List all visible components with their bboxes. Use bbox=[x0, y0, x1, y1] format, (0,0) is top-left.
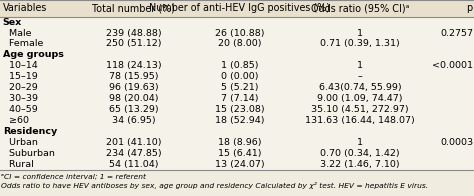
Text: 250 (51.12): 250 (51.12) bbox=[106, 39, 162, 48]
Text: 96 (19.63): 96 (19.63) bbox=[109, 83, 159, 92]
Bar bbox=[0, 60, 474, 71]
Text: 18 (52.94): 18 (52.94) bbox=[215, 116, 264, 125]
Text: 34 (6.95): 34 (6.95) bbox=[112, 116, 156, 125]
Text: 239 (48.88): 239 (48.88) bbox=[106, 29, 162, 38]
Text: 20–29: 20–29 bbox=[3, 83, 37, 92]
Text: 20 (8.00): 20 (8.00) bbox=[218, 39, 261, 48]
Text: 201 (41.10): 201 (41.10) bbox=[106, 138, 162, 147]
Text: 6.43(0.74, 55.99): 6.43(0.74, 55.99) bbox=[319, 83, 401, 92]
Text: 5 (5.21): 5 (5.21) bbox=[220, 83, 258, 92]
Bar bbox=[0, 148, 474, 159]
Bar bbox=[0, 115, 474, 126]
Text: Odds ratio to have HEV antiboses by sex, age group and residency Calculated by χ: Odds ratio to have HEV antiboses by sex,… bbox=[1, 182, 428, 189]
Text: 3.22 (1.46, 7.10): 3.22 (1.46, 7.10) bbox=[320, 160, 400, 169]
Text: 15–19: 15–19 bbox=[3, 72, 37, 81]
Text: 1: 1 bbox=[357, 138, 363, 147]
Text: 0 (0.00): 0 (0.00) bbox=[220, 72, 258, 81]
Bar bbox=[0, 38, 474, 49]
Text: Odds ratio (95% CI)ᵃ: Odds ratio (95% CI)ᵃ bbox=[311, 3, 410, 13]
Bar bbox=[0, 28, 474, 38]
Bar bbox=[0, 82, 474, 93]
Text: 13 (24.07): 13 (24.07) bbox=[215, 160, 264, 169]
Text: Number of anti-HEV IgG positives (%): Number of anti-HEV IgG positives (%) bbox=[149, 3, 330, 13]
Text: 98 (20.04): 98 (20.04) bbox=[109, 94, 159, 103]
Bar bbox=[0, 0, 474, 17]
Bar bbox=[0, 159, 474, 170]
Bar bbox=[0, 49, 474, 60]
Text: p: p bbox=[466, 3, 472, 13]
Bar bbox=[0, 0, 474, 170]
Text: 15 (6.41): 15 (6.41) bbox=[218, 149, 261, 158]
Text: Suburban: Suburban bbox=[3, 149, 55, 158]
Text: 9.00 (1.09, 74.47): 9.00 (1.09, 74.47) bbox=[318, 94, 403, 103]
Text: 118 (24.13): 118 (24.13) bbox=[106, 61, 162, 70]
Text: Variables: Variables bbox=[3, 3, 47, 13]
Text: 65 (13.29): 65 (13.29) bbox=[109, 105, 159, 114]
Text: 30–39: 30–39 bbox=[3, 94, 38, 103]
Text: ≥60: ≥60 bbox=[3, 116, 29, 125]
Text: Total number (%): Total number (%) bbox=[92, 3, 175, 13]
Text: <0.0001: <0.0001 bbox=[432, 61, 473, 70]
Text: 54 (11.04): 54 (11.04) bbox=[109, 160, 159, 169]
Text: 131.63 (16.44, 148.07): 131.63 (16.44, 148.07) bbox=[305, 116, 415, 125]
Text: 1 (0.85): 1 (0.85) bbox=[220, 61, 258, 70]
Text: 10–14: 10–14 bbox=[3, 61, 37, 70]
Text: 78 (15.95): 78 (15.95) bbox=[109, 72, 159, 81]
Text: 18 (8.96): 18 (8.96) bbox=[218, 138, 261, 147]
Text: Residency: Residency bbox=[3, 127, 57, 136]
Text: 40–59: 40–59 bbox=[3, 105, 37, 114]
Bar bbox=[0, 104, 474, 115]
Bar bbox=[0, 17, 474, 28]
Text: 0.71 (0.39, 1.31): 0.71 (0.39, 1.31) bbox=[320, 39, 400, 48]
Text: Rural: Rural bbox=[3, 160, 34, 169]
Text: 1: 1 bbox=[357, 29, 363, 38]
Text: 234 (47.85): 234 (47.85) bbox=[106, 149, 162, 158]
Text: 0.2757: 0.2757 bbox=[440, 29, 473, 38]
Text: Female: Female bbox=[3, 39, 43, 48]
Text: 1: 1 bbox=[357, 61, 363, 70]
Text: ᵃCI = confidence interval; 1 = referent: ᵃCI = confidence interval; 1 = referent bbox=[1, 174, 146, 180]
Bar bbox=[0, 93, 474, 104]
Bar bbox=[0, 137, 474, 148]
Text: Urban: Urban bbox=[3, 138, 38, 147]
Text: 15 (23.08): 15 (23.08) bbox=[215, 105, 264, 114]
Text: 7 (7.14): 7 (7.14) bbox=[220, 94, 258, 103]
Text: Sex: Sex bbox=[3, 18, 22, 27]
Bar bbox=[0, 126, 474, 137]
Text: –: – bbox=[358, 72, 363, 81]
Text: Age groups: Age groups bbox=[3, 50, 64, 59]
Text: Male: Male bbox=[3, 29, 31, 38]
Text: 26 (10.88): 26 (10.88) bbox=[215, 29, 264, 38]
Text: 0.0003: 0.0003 bbox=[440, 138, 473, 147]
Text: 35.10 (4.51, 272.97): 35.10 (4.51, 272.97) bbox=[311, 105, 409, 114]
Text: 0.70 (0.34, 1.42): 0.70 (0.34, 1.42) bbox=[320, 149, 400, 158]
Bar bbox=[0, 71, 474, 82]
